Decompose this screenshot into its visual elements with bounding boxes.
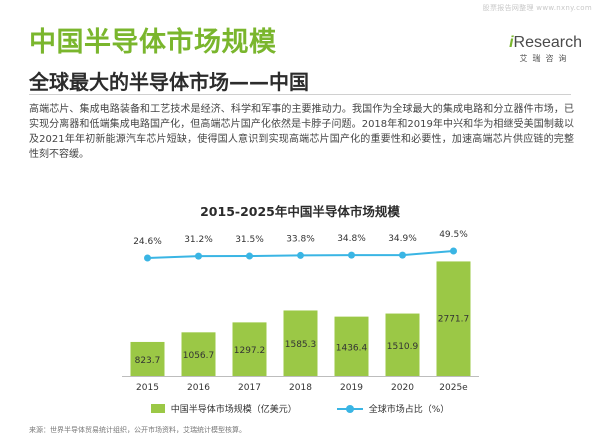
bar-2018 bbox=[283, 310, 318, 376]
body-paragraph: 高端芯片、集成电路装备和工艺技术是经济、科学和军事的主要推动力。我国作为全球最大… bbox=[29, 104, 574, 160]
share-label-2025e: 49.5% bbox=[439, 230, 468, 240]
bar-value-label-2019: 1436.4 bbox=[336, 343, 368, 353]
share-label-2019: 34.8% bbox=[337, 234, 366, 244]
bar-value-label-2017: 1297.2 bbox=[234, 346, 266, 356]
x-tick-label-2015: 2015 bbox=[136, 383, 159, 393]
legend-bar-swatch bbox=[150, 404, 165, 413]
share-label-2020: 34.9% bbox=[388, 234, 417, 244]
chart-legend: 中国半导体市场规模（亿美元） 全球市场占比（%） bbox=[0, 402, 600, 415]
logo-mark-i: i bbox=[509, 34, 514, 51]
share-label-2018: 33.8% bbox=[286, 234, 315, 244]
chart-title: 2015-2025年中国半导体市场规模 bbox=[200, 204, 400, 219]
legend-line-swatch bbox=[336, 404, 363, 413]
x-tick-label-2020: 2020 bbox=[391, 383, 414, 393]
share-point-2018 bbox=[297, 251, 304, 259]
source-note: 来源：世界半导体贸易统计组织，公开市场资料，艾瑞统计模型核算。 bbox=[29, 426, 246, 434]
share-point-2016 bbox=[195, 252, 202, 260]
share-point-2019 bbox=[348, 251, 355, 259]
x-tick-label-2019: 2019 bbox=[340, 383, 363, 393]
share-label-2017: 31.5% bbox=[235, 235, 264, 245]
bar-value-label-2015: 823.7 bbox=[135, 356, 161, 366]
logo-mark: iResearch bbox=[509, 34, 582, 52]
iresearch-logo: iResearch 艾瑞咨询 bbox=[509, 34, 582, 64]
bar-2020 bbox=[385, 313, 420, 376]
bar-value-label-2020: 1510.9 bbox=[387, 342, 419, 352]
x-tick-label-2018: 2018 bbox=[289, 383, 312, 393]
bar-value-label-2016: 1056.7 bbox=[183, 351, 215, 361]
bar-2015 bbox=[130, 341, 165, 376]
logo-mark-text: Research bbox=[513, 34, 582, 51]
watermark: 股票报告网整理 www.nxny.com bbox=[482, 4, 592, 12]
share-label-2015: 24.6% bbox=[133, 237, 162, 247]
logo-subtitle: 艾瑞咨询 bbox=[519, 54, 572, 63]
bar-value-label-2018: 1585.3 bbox=[285, 340, 317, 350]
legend-label-global-share: 全球市场占比（%） bbox=[368, 405, 450, 415]
header-divider bbox=[29, 94, 571, 95]
bar-2025e bbox=[436, 261, 471, 376]
share-point-2025e bbox=[450, 247, 457, 255]
share-label-2016: 31.2% bbox=[184, 235, 213, 245]
legend-label-market-size: 中国半导体市场规模（亿美元） bbox=[170, 405, 297, 415]
x-tick-label-2025e: 2025e bbox=[439, 383, 468, 393]
share-point-2015 bbox=[144, 254, 151, 262]
bar-value-label-2025e: 2771.7 bbox=[438, 314, 470, 324]
page-title: 中国半导体市场规模 bbox=[29, 27, 277, 58]
share-point-2020 bbox=[399, 251, 406, 259]
x-tick-label-2016: 2016 bbox=[187, 383, 210, 393]
legend-item-global-share: 全球市场占比（%） bbox=[336, 402, 450, 415]
x-tick-label-2017: 2017 bbox=[238, 383, 261, 393]
bar-2017 bbox=[232, 322, 267, 376]
bar-2016 bbox=[181, 332, 216, 376]
page-subtitle: 全球最大的半导体市场——中国 bbox=[29, 70, 309, 94]
legend-item-market-size: 中国半导体市场规模（亿美元） bbox=[150, 402, 297, 415]
bar-2019 bbox=[334, 316, 369, 376]
share-point-2017 bbox=[246, 252, 253, 260]
